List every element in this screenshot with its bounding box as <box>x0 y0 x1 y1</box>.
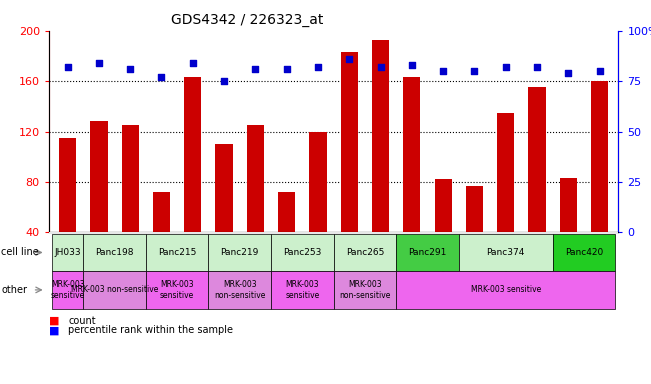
Bar <box>435 179 452 283</box>
Bar <box>403 77 421 283</box>
Point <box>281 66 292 72</box>
Point <box>376 64 386 70</box>
Point <box>563 70 574 76</box>
Point <box>469 68 480 74</box>
Point <box>594 68 605 74</box>
Bar <box>90 121 107 283</box>
Bar <box>560 178 577 283</box>
Text: GDS4342 / 226323_at: GDS4342 / 226323_at <box>171 13 324 27</box>
Point <box>125 66 135 72</box>
Point <box>344 56 355 62</box>
Text: JH033: JH033 <box>54 248 81 257</box>
Text: MRK-003
sensitive: MRK-003 sensitive <box>160 280 194 300</box>
Point <box>438 68 449 74</box>
Text: Panc219: Panc219 <box>221 248 259 257</box>
Text: percentile rank within the sample: percentile rank within the sample <box>68 325 233 335</box>
Bar <box>372 40 389 283</box>
Text: Panc253: Panc253 <box>283 248 322 257</box>
Text: Panc215: Panc215 <box>158 248 197 257</box>
Point <box>407 62 417 68</box>
Point <box>532 64 542 70</box>
Point <box>250 66 260 72</box>
Bar <box>529 88 546 283</box>
Text: ■: ■ <box>49 316 59 326</box>
Bar <box>497 113 514 283</box>
Text: Panc291: Panc291 <box>408 248 447 257</box>
Point <box>62 64 73 70</box>
Text: MRK-003
non-sensitive: MRK-003 non-sensitive <box>339 280 391 300</box>
Bar <box>153 192 170 283</box>
Text: Panc374: Panc374 <box>486 248 525 257</box>
Bar <box>59 138 76 283</box>
Bar <box>184 77 201 283</box>
Bar <box>278 192 296 283</box>
Bar <box>340 52 358 283</box>
Text: Panc198: Panc198 <box>95 248 134 257</box>
Point <box>187 60 198 66</box>
Point <box>312 64 323 70</box>
Text: MRK-003 non-sensitive: MRK-003 non-sensitive <box>71 285 158 295</box>
Text: count: count <box>68 316 96 326</box>
Text: ■: ■ <box>49 325 59 335</box>
Text: MRK-003 sensitive: MRK-003 sensitive <box>471 285 541 295</box>
Text: MRK-003
non-sensitive: MRK-003 non-sensitive <box>214 280 266 300</box>
Text: cell line: cell line <box>1 247 39 258</box>
Point <box>501 64 511 70</box>
Text: MRK-003
sensitive: MRK-003 sensitive <box>285 280 320 300</box>
Bar <box>247 125 264 283</box>
Bar <box>591 81 608 283</box>
Bar <box>215 144 232 283</box>
Text: Panc265: Panc265 <box>346 248 384 257</box>
Text: MRK-003
sensitive: MRK-003 sensitive <box>51 280 85 300</box>
Point <box>219 78 229 84</box>
Point <box>156 74 167 80</box>
Bar <box>466 186 483 283</box>
Text: other: other <box>1 285 27 295</box>
Text: Panc420: Panc420 <box>565 248 603 257</box>
Bar <box>122 125 139 283</box>
Bar <box>309 131 327 283</box>
Point <box>94 60 104 66</box>
